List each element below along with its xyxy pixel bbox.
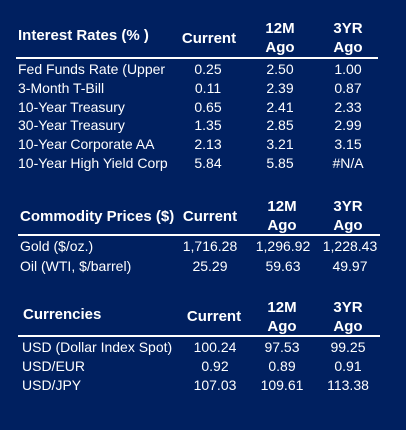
currency-cell-current: 100.24 (193, 339, 237, 355)
interest-rate-cell-ago-12m: 2.50 (266, 61, 294, 77)
interest-rate-cell-current: 1.35 (194, 117, 222, 134)
commodity-cell-ago-3yr: 1,228.43 (322, 238, 378, 254)
currencies-12m-header-line2: Ago (267, 318, 297, 335)
commodity-cell-current: 1,716.28 (182, 238, 238, 254)
commodity-prices-title: Commodity Prices ($) (20, 208, 175, 225)
interest-rates-12m-header-line1: 12M (265, 20, 295, 37)
interest-rates-title: Interest Rates (% ) (18, 27, 149, 44)
currency-row: USD/JPY 107.03 109.61 113.38 (0, 376, 406, 394)
interest-rate-row: Fed Funds Rate (Upper 0.25 2.50 1.00 (0, 60, 406, 78)
commodity-prices-12m-header: 12M Ago (256, 197, 308, 235)
commodity-prices-section: Commodity Prices ($) Current 12M Ago 3YR… (0, 197, 406, 275)
currency-cell-current: 0.92 (201, 358, 229, 374)
interest-rate-cell-current: 0.65 (194, 98, 222, 115)
interest-rates-12m-header: 12M Ago (254, 19, 306, 57)
interest-rate-cell-ago-3yr: 3.15 (334, 136, 362, 153)
currency-row: USD/EUR 0.92 0.89 0.91 (0, 357, 406, 375)
currencies-12m-header: 12M Ago (256, 298, 308, 336)
interest-rate-cell-name: 30-Year Treasury (18, 117, 125, 134)
commodity-prices-3yr-header: 3YR Ago (322, 197, 374, 235)
currency-cell-current: 107.03 (193, 377, 237, 393)
interest-rate-cell-current: 2.13 (194, 136, 222, 153)
interest-rate-cell-name: 3-Month T-Bill (18, 79, 105, 96)
commodity-prices-12m-header-line1: 12M (267, 198, 297, 215)
interest-rate-cell-name: Fed Funds Rate (Upper (18, 61, 166, 77)
currencies-header-rule (18, 335, 380, 337)
currency-cell-ago-3yr: 0.91 (334, 358, 362, 374)
interest-rate-cell-name: 10-Year Treasury (18, 98, 125, 115)
interest-rate-cell-ago-12m: 5.85 (266, 155, 294, 171)
commodity-cell-ago-12m: 59.63 (265, 258, 301, 274)
currency-cell-name: USD/EUR (22, 358, 86, 374)
interest-rate-row: 10-Year Corporate AA 2.13 3.21 3.15 (0, 135, 406, 153)
interest-rate-cell-ago-3yr: #N/A (332, 155, 364, 171)
interest-rates-3yr-header-line1: 3YR (333, 20, 363, 37)
interest-rate-row: 10-Year Treasury 0.65 2.41 2.33 (0, 98, 406, 116)
currencies-current-header: Current (186, 308, 242, 325)
currency-row: USD (Dollar Index Spot) 100.24 97.53 99.25 (0, 338, 406, 356)
interest-rate-cell-ago-3yr: 0.87 (334, 79, 362, 96)
currency-cell-ago-12m: 109.61 (260, 377, 304, 393)
commodity-prices-3yr-header-line1: 3YR (333, 198, 363, 215)
commodity-prices-12m-header-line2: Ago (267, 217, 297, 234)
currencies-3yr-header: 3YR Ago (322, 298, 374, 336)
interest-rate-cell-ago-12m: 2.85 (266, 117, 294, 134)
currencies-3yr-header-line1: 3YR (333, 299, 363, 316)
interest-rate-cell-current: 0.25 (194, 61, 222, 77)
commodity-row: Gold ($/oz.) 1,716.28 1,296.92 1,228.43 (0, 237, 406, 255)
interest-rate-row: 3-Month T-Bill 0.11 2.39 0.87 (0, 79, 406, 97)
currency-cell-ago-3yr: 99.25 (330, 339, 366, 355)
commodity-prices-current-header: Current (182, 208, 238, 225)
currency-cell-ago-3yr: 113.38 (327, 377, 369, 393)
interest-rate-cell-current: 5.84 (194, 155, 222, 171)
interest-rate-cell-name: 10-Year Corporate AA (18, 136, 155, 153)
commodity-cell-name: Oil (WTI, $/barrel) (20, 258, 132, 274)
interest-rate-cell-name: 10-Year High Yield Corp (18, 155, 168, 171)
interest-rate-cell-ago-12m: 2.41 (266, 98, 294, 115)
interest-rates-header-rule (16, 57, 378, 59)
commodity-cell-name: Gold ($/oz.) (20, 238, 94, 254)
interest-rates-3yr-header: 3YR Ago (322, 19, 374, 57)
interest-rate-cell-current: 0.11 (194, 79, 222, 96)
interest-rate-cell-ago-12m: 2.39 (266, 79, 294, 96)
interest-rates-3yr-header-line2: Ago (333, 39, 363, 56)
currency-cell-name: USD/JPY (22, 377, 82, 393)
interest-rate-row: 10-Year High Yield Corp 5.84 5.85 #N/A (0, 154, 406, 172)
commodity-prices-header-rule (18, 234, 380, 236)
commodity-cell-ago-12m: 1,296.92 (255, 238, 311, 254)
interest-rate-cell-ago-3yr: 1.00 (334, 61, 362, 77)
interest-rates-12m-header-line2: Ago (265, 39, 295, 56)
currencies-3yr-header-line2: Ago (333, 318, 363, 335)
interest-rates-section: Interest Rates (% ) Current 12M Ago 3YR … (0, 0, 406, 180)
currency-cell-name: USD (Dollar Index Spot) (22, 339, 173, 355)
currencies-title: Currencies (23, 306, 102, 323)
currency-cell-ago-12m: 0.89 (268, 358, 296, 374)
commodity-prices-3yr-header-line2: Ago (333, 217, 363, 234)
commodity-row: Oil (WTI, $/barrel) 25.29 59.63 49.97 (0, 257, 406, 275)
interest-rate-cell-ago-12m: 3.21 (266, 136, 294, 153)
interest-rate-cell-ago-3yr: 2.99 (334, 117, 362, 134)
interest-rates-current-header: Current (181, 30, 237, 47)
interest-rate-row: 30-Year Treasury 1.35 2.85 2.99 (0, 116, 406, 134)
interest-rate-cell-ago-3yr: 2.33 (334, 98, 362, 115)
commodity-cell-ago-3yr: 49.97 (332, 258, 368, 274)
currency-cell-ago-12m: 97.53 (264, 339, 300, 355)
currencies-12m-header-line1: 12M (267, 299, 297, 316)
commodity-cell-current: 25.29 (192, 258, 228, 274)
